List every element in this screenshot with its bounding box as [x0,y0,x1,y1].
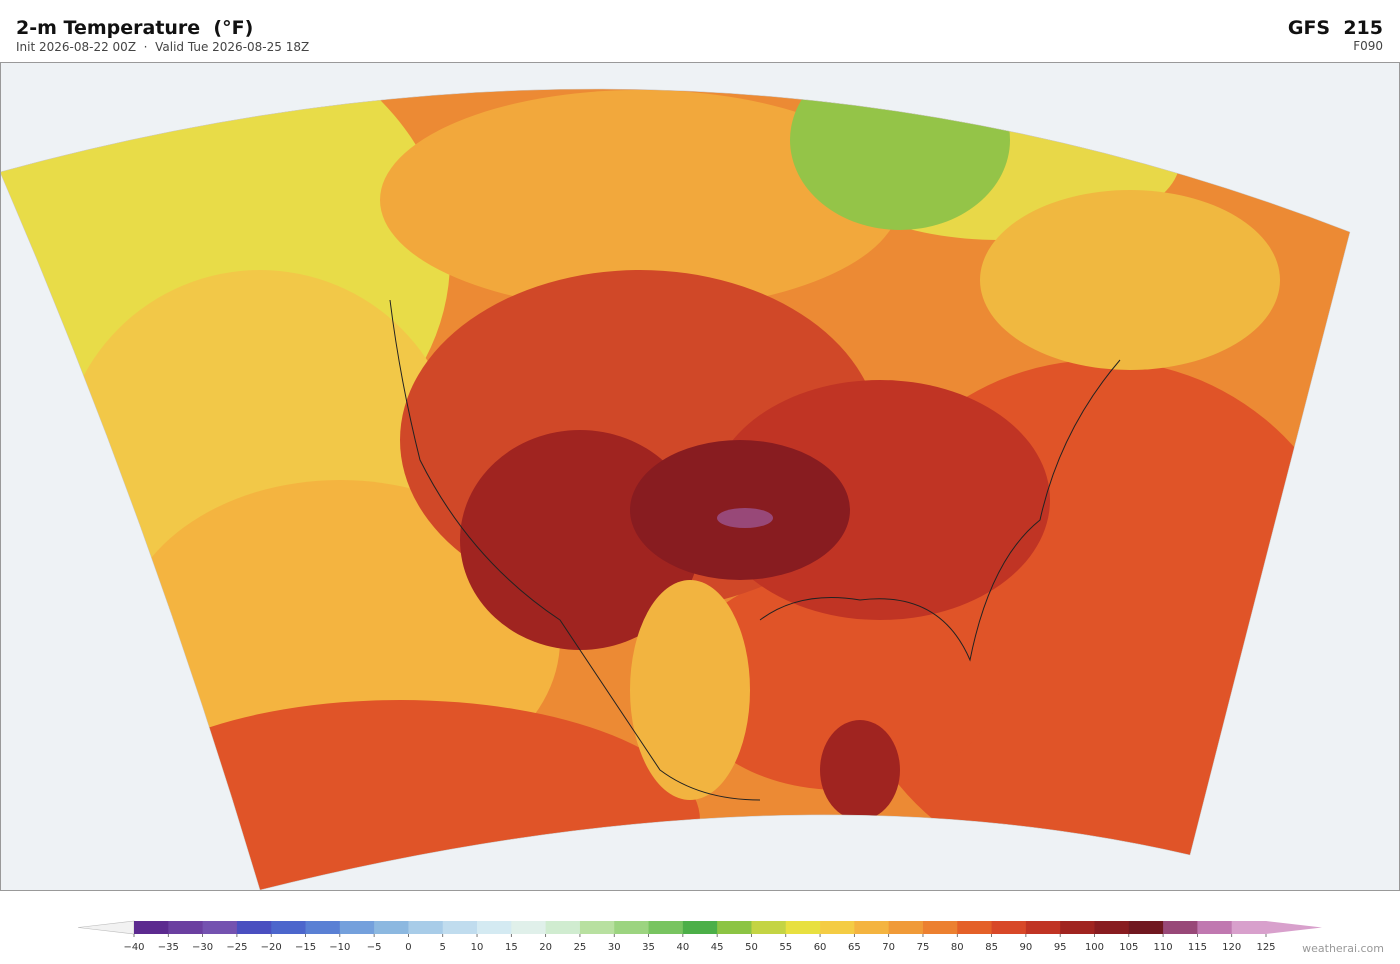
colorbar-bin [545,921,581,934]
colorbar-tick-label: 95 [1054,942,1067,953]
colorbar-bin [339,921,375,934]
colorbar-bin [648,921,684,934]
colorbar-bin [305,921,341,934]
colorbar-bin [374,921,409,934]
colorbar-tick-label: 115 [1188,942,1207,953]
colorbar-tick-label: 10 [471,942,484,953]
colorbar-bin [477,921,512,934]
colorbar-bin [751,921,787,934]
colorbar-bin [236,921,272,934]
colorbar-tick-label: 45 [711,942,724,953]
coastline [389,299,1121,801]
colorbar-bin [922,921,958,934]
colorbar-bin [202,921,238,934]
colorbar-tick-label: 55 [779,942,792,953]
colorbar-bin [1163,921,1198,934]
colorbar-bin [888,921,924,934]
colorbar-bin [579,921,615,934]
colorbar-tick-label: 20 [539,942,552,953]
colorbar-tick-label: −30 [192,942,213,953]
colorbar-tick-label: 90 [1020,942,1033,953]
colorbar-bin [511,921,547,934]
colorbar-tick-label: 120 [1222,942,1241,953]
colorbar-tick-label: −35 [158,942,179,953]
title: 2-m Temperature (°F) [16,17,253,39]
forecast-hour: F090 [1353,39,1383,53]
colorbar-bin [1094,921,1130,934]
colorbar-bin [682,921,718,934]
colorbar-bin [408,921,444,934]
colorbar-bin [614,921,649,934]
colorbar-bin [820,921,855,934]
colorbar-tick-label: 105 [1119,942,1138,953]
colorbar-bin [168,921,204,934]
colorbar-bin [134,921,169,934]
colorbar-bin [785,921,821,934]
colorbar-tick-label: 30 [608,942,621,953]
colorbar-bin [1128,921,1164,934]
colorbar-tick-label: −5 [367,942,382,953]
colorbar-tick-label: 65 [848,942,861,953]
colorbar-tick-label: 5 [440,942,446,953]
colorbar-tick-label: 70 [882,942,895,953]
colorbar-under [77,920,135,935]
colorbar-tick-label: 60 [814,942,827,953]
colorbar-bin [717,921,752,934]
colorbar-tick-label: 40 [676,942,689,953]
colorbar-tick-label: −25 [226,942,247,953]
colorbar-tick-label: 80 [951,942,964,953]
colorbar-tick-label: 35 [642,942,655,953]
colorbar-bin [854,921,890,934]
colorbar: −40 −35 −30 −25 −20 −15 −10 −5 0 5 10 15 20 25 30 35 40 4… [77,920,1322,953]
colorbar-bin [1197,921,1233,934]
model: GFS 215 [1288,17,1383,39]
colorbar-bin [991,921,1027,934]
colorbar-tick-label: −15 [295,942,316,953]
colorbar-tick-label: 100 [1085,942,1104,953]
colorbar-bin [442,921,478,934]
map [0,62,1400,890]
colorbar-tick-label: 50 [745,942,758,953]
colorbar-tick-label: 0 [405,942,411,953]
colorbar-tick-label: 110 [1154,942,1173,953]
colorbar-tick-label: 75 [917,942,930,953]
colorbar-bin [1025,921,1061,934]
colorbar-bin [271,921,306,934]
colorbar-tick-label: −10 [329,942,350,953]
colorbar-tick-label: 85 [985,942,998,953]
colorbar-bin [1231,921,1267,934]
subtitle: Init 2026-08-22 00Z · Valid Tue 2026-08-… [16,40,309,54]
domain-outline [0,88,1351,890]
colorbar-tick-label: −40 [123,942,144,953]
colorbar-bin [1060,921,1095,934]
colorbar-tick-label: 15 [505,942,518,953]
colorbar-tick-label: 25 [574,942,587,953]
colorbar-bin [957,921,992,934]
colorbar-over [1266,921,1322,934]
colorbar-tick-label: −20 [261,942,282,953]
credit: weatherai.com [1302,942,1384,955]
colorbar-tick-label: 125 [1256,942,1275,953]
